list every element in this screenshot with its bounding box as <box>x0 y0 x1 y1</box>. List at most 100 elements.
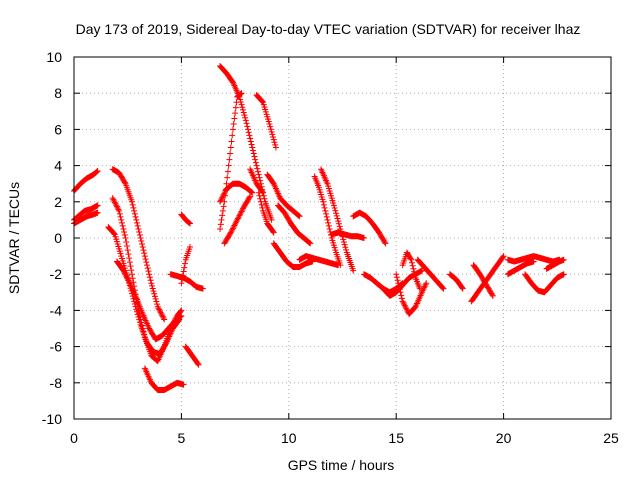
data-point <box>157 309 164 316</box>
data-point <box>219 207 226 214</box>
data-point <box>111 199 118 206</box>
data-point <box>224 168 231 175</box>
series-trace-09 <box>167 271 206 292</box>
data-point <box>340 239 347 246</box>
series-trace-19 <box>247 166 267 196</box>
data-point <box>228 228 235 235</box>
series-trace-37 <box>504 258 537 278</box>
data-point <box>120 267 127 274</box>
data-point <box>127 263 134 270</box>
data-point <box>181 260 188 267</box>
x-tick-label: 10 <box>281 430 297 446</box>
data-point <box>115 206 122 213</box>
data-point <box>199 285 206 292</box>
y-tick-label: 2 <box>54 194 62 210</box>
data-point <box>410 265 417 272</box>
data-point <box>128 271 135 278</box>
data-point <box>139 241 146 248</box>
data-point <box>194 360 201 367</box>
y-tick-label: 4 <box>54 158 62 174</box>
data-point <box>252 156 259 163</box>
data-point <box>116 207 123 214</box>
series-trace-30 <box>393 271 430 318</box>
data-point <box>111 197 118 204</box>
data-point <box>133 306 140 313</box>
data-point <box>393 274 400 281</box>
data-point <box>224 174 231 181</box>
data-point <box>227 229 234 236</box>
series-trace-07 <box>109 166 168 323</box>
data-point <box>240 109 247 116</box>
data-point <box>223 180 230 187</box>
data-point <box>306 239 313 246</box>
data-point <box>249 189 256 196</box>
data-point <box>341 241 348 248</box>
data-point <box>155 305 162 312</box>
data-point <box>149 282 156 289</box>
x-tick-label: 5 <box>178 430 186 446</box>
data-point <box>360 235 367 241</box>
x-tick-label: 25 <box>603 430 619 446</box>
series-trace-38 <box>522 271 567 296</box>
data-point <box>124 247 131 254</box>
data-point <box>222 188 229 195</box>
data-point <box>250 150 257 157</box>
data-point <box>330 202 337 209</box>
y-tick-label: -10 <box>42 411 62 427</box>
data-point <box>416 285 423 292</box>
data-point <box>218 216 225 223</box>
data-point <box>112 200 119 207</box>
series-trace-20 <box>255 189 277 236</box>
data-point <box>407 255 414 262</box>
data-point <box>244 123 251 130</box>
data-point <box>394 277 401 284</box>
data-point <box>333 210 340 217</box>
data-point <box>148 280 155 287</box>
data-point <box>94 168 101 175</box>
data-point <box>177 308 184 315</box>
series-trace-25 <box>318 166 357 274</box>
data-point <box>144 265 151 272</box>
data-point <box>325 219 332 226</box>
data-point <box>257 198 264 205</box>
data-point <box>116 210 123 217</box>
data-point <box>119 222 126 229</box>
data-point <box>232 104 239 111</box>
data-point <box>560 256 567 263</box>
data-point <box>266 120 273 127</box>
data-point <box>227 144 234 151</box>
data-point <box>397 289 404 296</box>
data-point <box>110 196 117 203</box>
data-point <box>181 264 188 271</box>
data-point <box>139 244 146 251</box>
data-point <box>343 246 350 253</box>
data-point <box>122 235 129 241</box>
axis-ticks: 0 5 10 15 20 25 -10 -8 -6 -4 -2 0 2 4 6 8 10 <box>42 49 619 446</box>
data-point <box>113 203 120 210</box>
series-trace-35 <box>470 262 496 299</box>
data-point <box>237 211 244 218</box>
data-point <box>459 284 466 291</box>
data-point <box>499 254 506 261</box>
data-point <box>381 239 388 246</box>
series-trace-10 <box>178 211 193 227</box>
data-point <box>118 216 125 223</box>
data-point <box>295 212 302 219</box>
data-point <box>230 120 237 127</box>
data-point <box>128 267 135 274</box>
data-point <box>244 126 251 133</box>
data-point <box>162 341 169 348</box>
data-point <box>220 191 227 198</box>
data-point <box>133 216 140 223</box>
data-point <box>113 202 120 209</box>
data-point <box>246 194 253 201</box>
data-point <box>154 303 161 310</box>
data-point <box>423 280 430 287</box>
data-point <box>396 283 403 290</box>
chart-title: Day 173 of 2019, Sidereal Day-to-day VTE… <box>76 21 581 37</box>
data-point <box>270 136 277 143</box>
data-point <box>141 253 148 260</box>
data-point <box>331 205 338 212</box>
data-point <box>153 298 160 305</box>
data-point <box>123 273 130 280</box>
